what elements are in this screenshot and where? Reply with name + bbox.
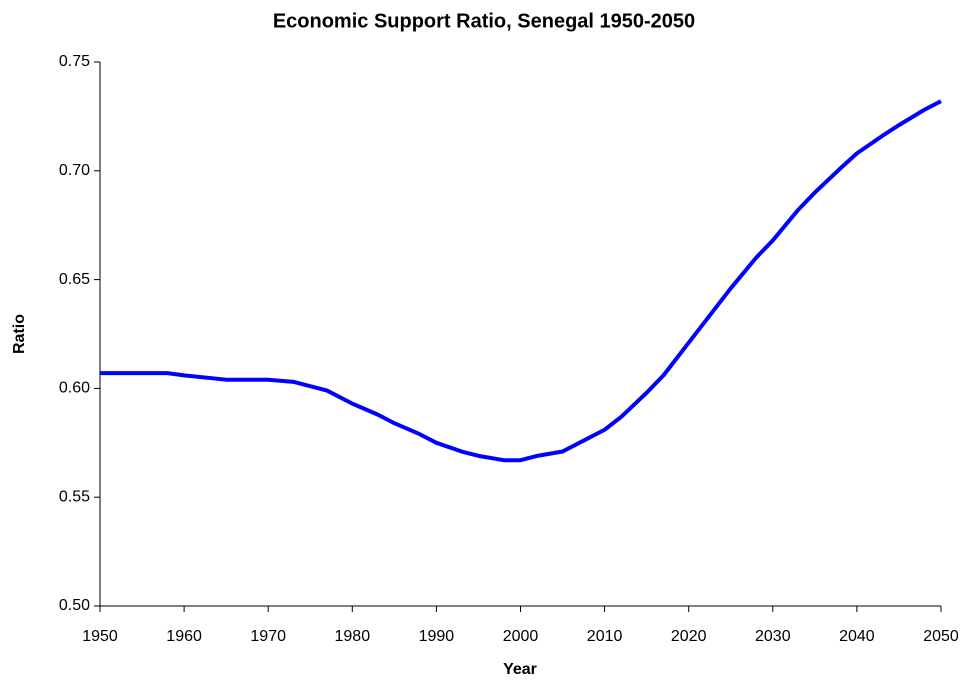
x-tick-label: 2030 bbox=[755, 628, 791, 645]
data-line bbox=[100, 99, 942, 463]
x-tick-label: 1980 bbox=[335, 628, 371, 645]
y-tick-label: 0.70 bbox=[59, 162, 90, 179]
x-tick-label: 1960 bbox=[166, 628, 202, 645]
chart-title: Economic Support Ratio, Senegal 1950-205… bbox=[273, 10, 695, 32]
y-tick-label: 0.55 bbox=[59, 488, 90, 505]
y-tick-label: 0.65 bbox=[59, 271, 90, 288]
x-tick-label: 1950 bbox=[82, 628, 118, 645]
y-tick-label: 0.60 bbox=[59, 380, 90, 397]
y-axis-title: Ratio bbox=[11, 314, 28, 354]
x-axis-title: Year bbox=[503, 661, 537, 678]
x-tick-label: 2040 bbox=[839, 628, 875, 645]
x-tick-label: 2010 bbox=[587, 628, 623, 645]
x-tick-label: 2020 bbox=[671, 628, 707, 645]
x-tick-label: 1970 bbox=[250, 628, 286, 645]
x-tick-label: 2050 bbox=[923, 628, 959, 645]
x-tick-label: 1990 bbox=[419, 628, 455, 645]
y-tick-label: 0.50 bbox=[59, 597, 90, 614]
x-tick-label: 2000 bbox=[503, 628, 539, 645]
y-tick-label: 0.75 bbox=[59, 53, 90, 70]
